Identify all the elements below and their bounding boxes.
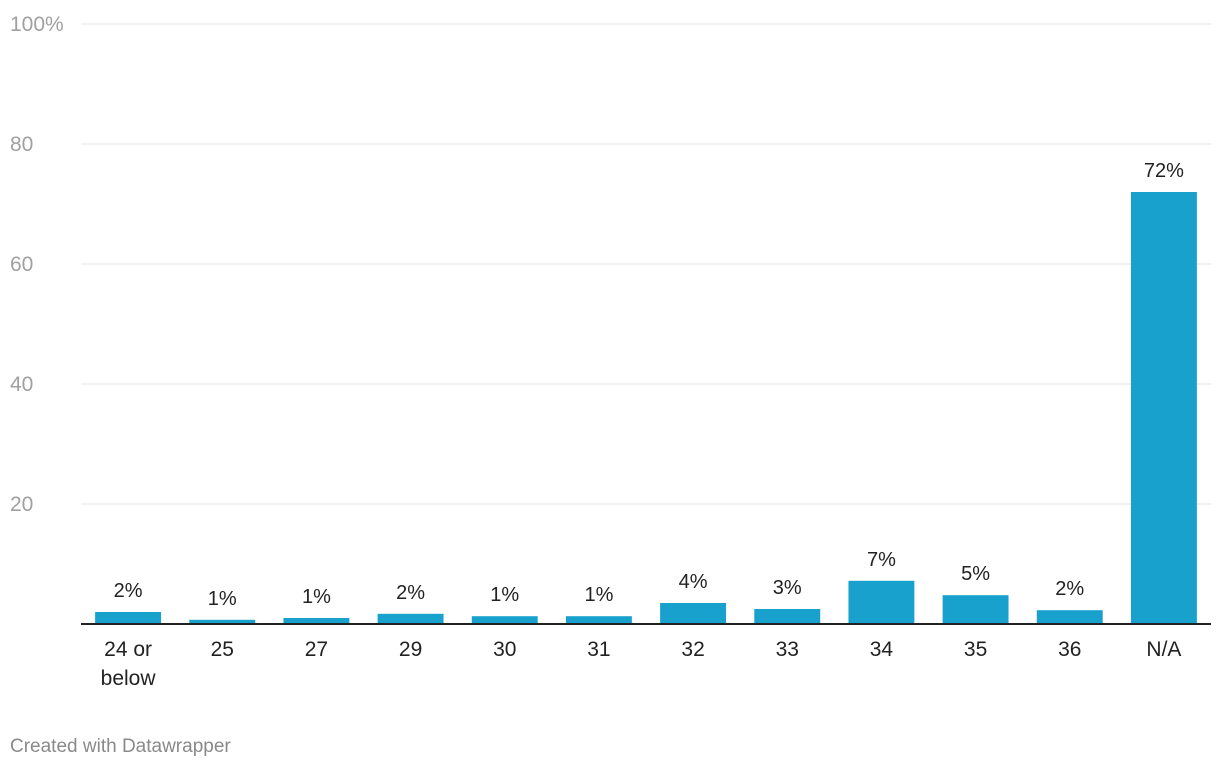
x-tick-label: 25 [211, 638, 234, 661]
bar [471, 616, 538, 624]
bar [1130, 192, 1197, 624]
y-tick-label: 20 [10, 493, 33, 516]
x-tick-label: 27 [305, 638, 328, 661]
x-tick-label: 31 [587, 638, 610, 661]
x-tick-label: 29 [399, 638, 422, 661]
bar [1036, 610, 1103, 624]
data-label: 1% [208, 588, 237, 610]
x-tick-label: 34 [870, 638, 894, 661]
data-label: 5% [961, 563, 990, 585]
bar [942, 595, 1009, 624]
y-tick-label: 100% [10, 13, 64, 36]
y-tick-label: 60 [10, 253, 33, 276]
data-label: 2% [396, 582, 425, 604]
data-label: 1% [584, 584, 613, 606]
y-tick-label: 80 [10, 133, 33, 156]
bar [189, 619, 256, 624]
x-tick-label: 35 [964, 638, 987, 661]
data-label: 7% [867, 549, 896, 571]
x-tick-label: N/A [1146, 638, 1181, 661]
bar [377, 613, 444, 624]
bar [660, 603, 727, 624]
data-label: 3% [773, 577, 802, 599]
x-tick-label: 24 or [104, 638, 152, 661]
data-label: 4% [679, 571, 708, 593]
bar [565, 616, 632, 624]
data-label: 1% [302, 586, 331, 608]
x-tick-label: 30 [493, 638, 516, 661]
bar [848, 580, 915, 624]
x-tick-label: 33 [776, 638, 799, 661]
data-label: 1% [490, 584, 519, 606]
x-tick-label: below [101, 667, 157, 690]
bar [754, 609, 821, 624]
x-tick-label: 36 [1058, 638, 1081, 661]
data-label: 72% [1144, 160, 1184, 182]
data-label: 2% [114, 580, 143, 602]
credit-text: Created with Datawrapper [10, 736, 231, 757]
bar [95, 612, 162, 624]
y-tick-label: 40 [10, 373, 33, 396]
data-label: 2% [1055, 578, 1084, 600]
bar [283, 618, 350, 624]
x-tick-label: 32 [681, 638, 704, 661]
